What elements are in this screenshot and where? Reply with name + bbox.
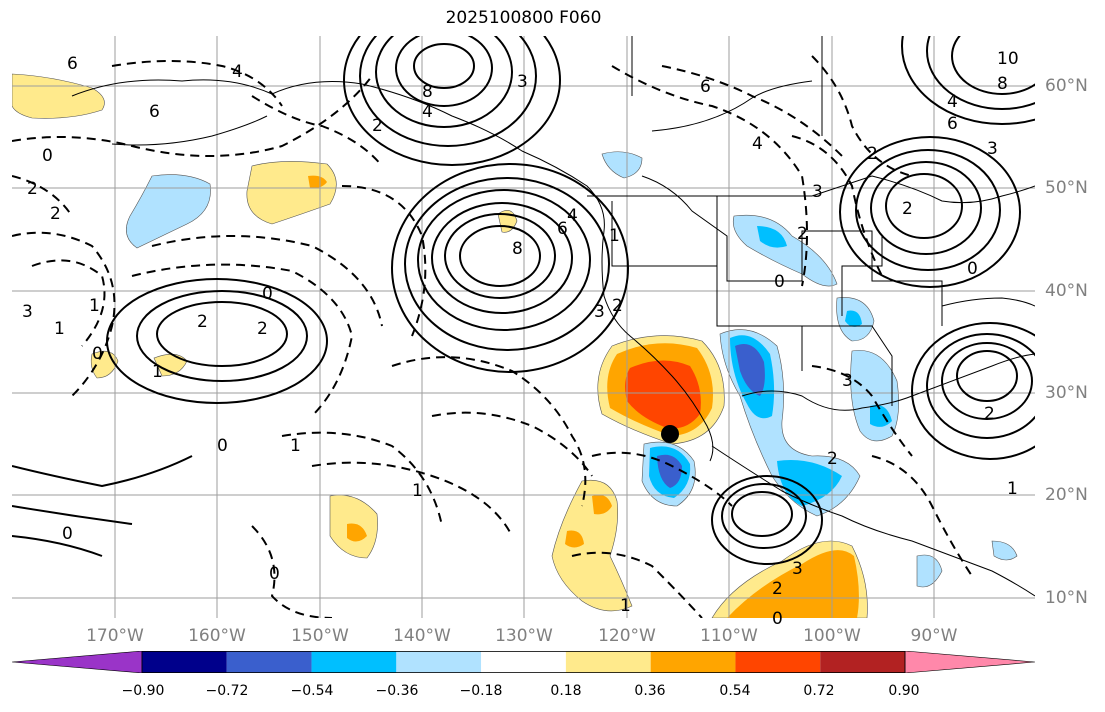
contour-label: 6 [700,77,711,97]
contour-label: 2 [257,319,268,339]
contour-label: 0 [62,524,73,544]
contour-label: 2 [372,116,383,136]
contour-label: 2 [772,579,783,599]
lat-label-10n: 10°N [1045,588,1088,608]
lon-label-90w: 90°W [910,626,958,646]
contour-label: 0 [262,284,273,304]
lon-label-160w: 160°W [188,626,246,646]
contour-label: 0 [42,146,53,166]
contour-label: 1 [609,226,620,246]
contour-label: 0 [269,564,280,584]
contour-lines [12,36,1035,565]
contour-label: 8 [512,239,523,259]
colorbar [12,651,1035,673]
point-marker [661,425,679,443]
contour-label: 8 [422,82,433,102]
contour-label: 2 [612,296,623,316]
contour-label: 3 [812,182,823,202]
colorbar-swatch [226,651,312,673]
colorbar-swatch [565,651,651,673]
contour-label: 0 [774,272,785,292]
lat-label-50n: 50°N [1045,178,1088,198]
contour-label: 2 [27,179,38,199]
colorbar-tick-label: −0.72 [205,683,249,699]
chart-title: 2025100800 F060 [445,8,602,28]
lat-label-30n: 30°N [1045,383,1088,403]
contour-label: 1 [620,596,631,616]
colorbar-extend-high [904,651,1035,673]
contour-label: 2 [984,404,995,424]
contour-label: 6 [67,54,78,74]
contour-label: 2 [197,312,208,332]
lon-label-150w: 150°W [291,626,349,646]
contour-label: 2 [50,204,61,224]
lon-label-140w: 140°W [393,626,451,646]
lon-label-120w: 120°W [598,626,656,646]
contour-lines-dashed [12,55,973,618]
contour-label: 2 [867,144,878,164]
contour-label: 3 [22,302,33,322]
contour-label: 1 [54,319,65,339]
coastlines [71,36,1035,597]
colorbar-swatch [311,651,397,673]
contour-label: 1 [290,436,301,456]
contour-label: 3 [517,72,528,92]
colorbar-swatch [820,651,905,673]
contour-label: 1 [1007,479,1018,499]
contour-label: 0 [772,609,783,629]
contour-label: 6 [947,114,958,134]
lon-label-170w: 170°W [86,626,144,646]
lat-label-20n: 20°N [1045,485,1088,505]
colorbar-swatch [481,651,566,673]
contour-label: 3 [842,371,853,391]
colorbar-border [141,651,906,673]
colorbar-tick-label: 0.36 [634,683,666,699]
contour-label: 4 [422,102,433,122]
contour-label: 6 [149,102,160,122]
contour-label: 3 [987,139,998,159]
colorbar-tick-label: −0.90 [121,683,165,699]
lat-label-60n: 60°N [1045,76,1088,96]
contour-label: 3 [792,559,803,579]
contour-label: 0 [967,259,978,279]
contour-label: 3 [594,302,605,322]
lat-label-40n: 40°N [1045,281,1088,301]
contour-label: 1 [152,362,163,382]
colorbar-swatch [142,651,227,673]
anomaly-shading [12,73,1018,618]
contour-label: 0 [217,436,228,456]
contour-label: 2 [827,449,838,469]
contour-label: 4 [752,134,763,154]
colorbar-swatch [650,651,736,673]
colorbar-tick-label: −0.54 [290,683,334,699]
colorbar-tick-label: −0.36 [375,683,419,699]
contour-label: 4 [567,206,578,226]
contour-label: 6 [557,219,568,239]
contour-label: 1 [89,296,100,316]
colorbar-tick-label: 0.72 [803,683,835,699]
contour-label: 2 [902,199,913,219]
contour-label: 10 [997,49,1019,69]
colorbar-tick-label: 0.18 [550,683,582,699]
colorbar-swatch [396,651,482,673]
contour-label: 2 [797,224,808,244]
contour-label: 8 [997,74,1008,94]
lon-label-100w: 100°W [803,626,861,646]
graticule [12,36,1035,618]
lon-label-110w: 110°W [700,626,758,646]
colorbar-extend-low [12,651,143,673]
contour-label: 4 [947,92,958,112]
colorbar-swatch [735,651,821,673]
contour-label: 0 [92,344,103,364]
colorbar-tick-label: −0.18 [459,683,503,699]
contour-label: 1 [412,481,423,501]
lon-label-130w: 130°W [495,626,553,646]
contour-label: 4 [232,62,243,82]
colorbar-tick-label: 0.54 [719,683,751,699]
colorbar-tick-label: 0.90 [888,683,920,699]
